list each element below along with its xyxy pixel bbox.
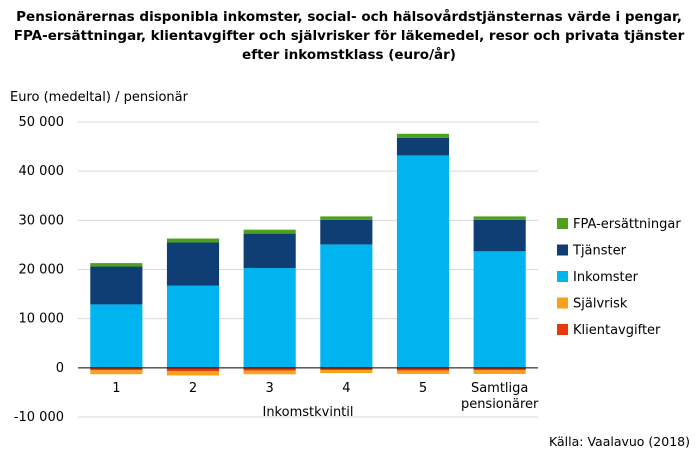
bar-segment-klientavgifter	[166, 367, 220, 372]
bar-segment-självrisk	[473, 370, 526, 374]
bar-segment-fpa-ersättningar	[473, 216, 526, 220]
chart-title-line-3: efter inkomstklass (euro/år)	[242, 47, 456, 63]
legend-swatch	[557, 324, 568, 335]
y-axis-label: Euro (medeltal) / pensionär	[10, 90, 188, 105]
bar-segment-klientavgifter	[90, 367, 143, 371]
legend-swatch	[557, 218, 568, 229]
x-tick-label: 3	[266, 381, 274, 396]
legend-swatch	[557, 271, 568, 282]
legend-swatch	[557, 244, 568, 256]
bars	[78, 133, 538, 376]
bar-segment-klientavgifter	[473, 367, 526, 371]
bar-segment-fpa-ersättningar	[396, 133, 450, 138]
x-axis-ticks: 1 2 3 4 5 Samtliga pensionärer	[112, 381, 539, 412]
bar-segment-inkomster	[166, 285, 220, 368]
chart-title-line-2: FPA-ersättningar, klientavgifter och sjä…	[13, 28, 685, 44]
bar-segment-tjänster	[396, 137, 450, 156]
gridlines	[78, 121, 538, 418]
y-tick-label: 30 000	[19, 213, 65, 228]
legend-label: Tjänster	[572, 244, 627, 259]
bar-segment-självrisk	[243, 370, 296, 375]
y-tick-label: 10 000	[19, 312, 65, 327]
x-tick-label: 2	[189, 381, 197, 396]
bar-segment-inkomster	[473, 251, 526, 368]
bar-segment-självrisk	[320, 370, 373, 373]
y-axis-ticks: -10 000 0 10 000 20 000 30 000 40 000 50 000	[14, 115, 64, 425]
bar-segment-tjänster	[473, 219, 526, 252]
bar-segment-inkomster	[243, 268, 296, 368]
x-tick-label: 5	[419, 381, 427, 396]
bar-segment-tjänster	[320, 219, 373, 245]
bar-segment-klientavgifter	[243, 367, 296, 371]
bar-segment-klientavgifter	[396, 367, 450, 371]
bar-segment-självrisk	[90, 370, 143, 375]
x-tick-label: 4	[342, 381, 350, 396]
chart-title: Pensionärernas disponibla inkomster, soc…	[0, 8, 698, 65]
legend-swatch	[557, 297, 568, 309]
legend-label: Klientavgifter	[573, 323, 661, 338]
bar-segment-fpa-ersättningar	[90, 263, 143, 267]
y-tick-label: 20 000	[19, 263, 65, 278]
source-note: Källa: Vaalavuo (2018)	[549, 434, 690, 449]
legend-label: FPA-ersättningar	[573, 217, 681, 232]
bar-segment-självrisk	[166, 371, 220, 376]
y-tick-label: 40 000	[19, 164, 65, 179]
x-axis-label: Inkomstkvintil	[262, 405, 353, 420]
x-tick-label: Samtliga pensionärer	[461, 381, 539, 412]
bar-segment-självrisk	[396, 370, 450, 374]
bar-segment-klientavgifter	[320, 367, 373, 371]
y-tick-label: 0	[56, 361, 64, 376]
bar-segment-tjänster	[90, 266, 143, 305]
y-tick-label: -10 000	[14, 410, 64, 425]
bar-segment-inkomster	[90, 304, 143, 368]
bar-segment-fpa-ersättningar	[320, 216, 373, 220]
chart-title-line-1: Pensionärernas disponibla inkomster, soc…	[16, 9, 682, 25]
bar-segment-fpa-ersättningar	[243, 229, 296, 234]
legend-label: Självrisk	[573, 297, 628, 312]
y-tick-label: 50 000	[19, 115, 65, 130]
bar-segment-tjänster	[166, 242, 220, 286]
legend: FPA-ersättningar Tjänster Inkomster Självri…	[557, 217, 681, 338]
bar-segment-tjänster	[243, 233, 296, 269]
x-tick-label: 1	[112, 381, 120, 396]
legend-label: Inkomster	[573, 270, 639, 285]
bar-segment-fpa-ersättningar	[166, 238, 220, 243]
bar-segment-inkomster	[396, 155, 450, 368]
bar-segment-inkomster	[320, 244, 373, 368]
